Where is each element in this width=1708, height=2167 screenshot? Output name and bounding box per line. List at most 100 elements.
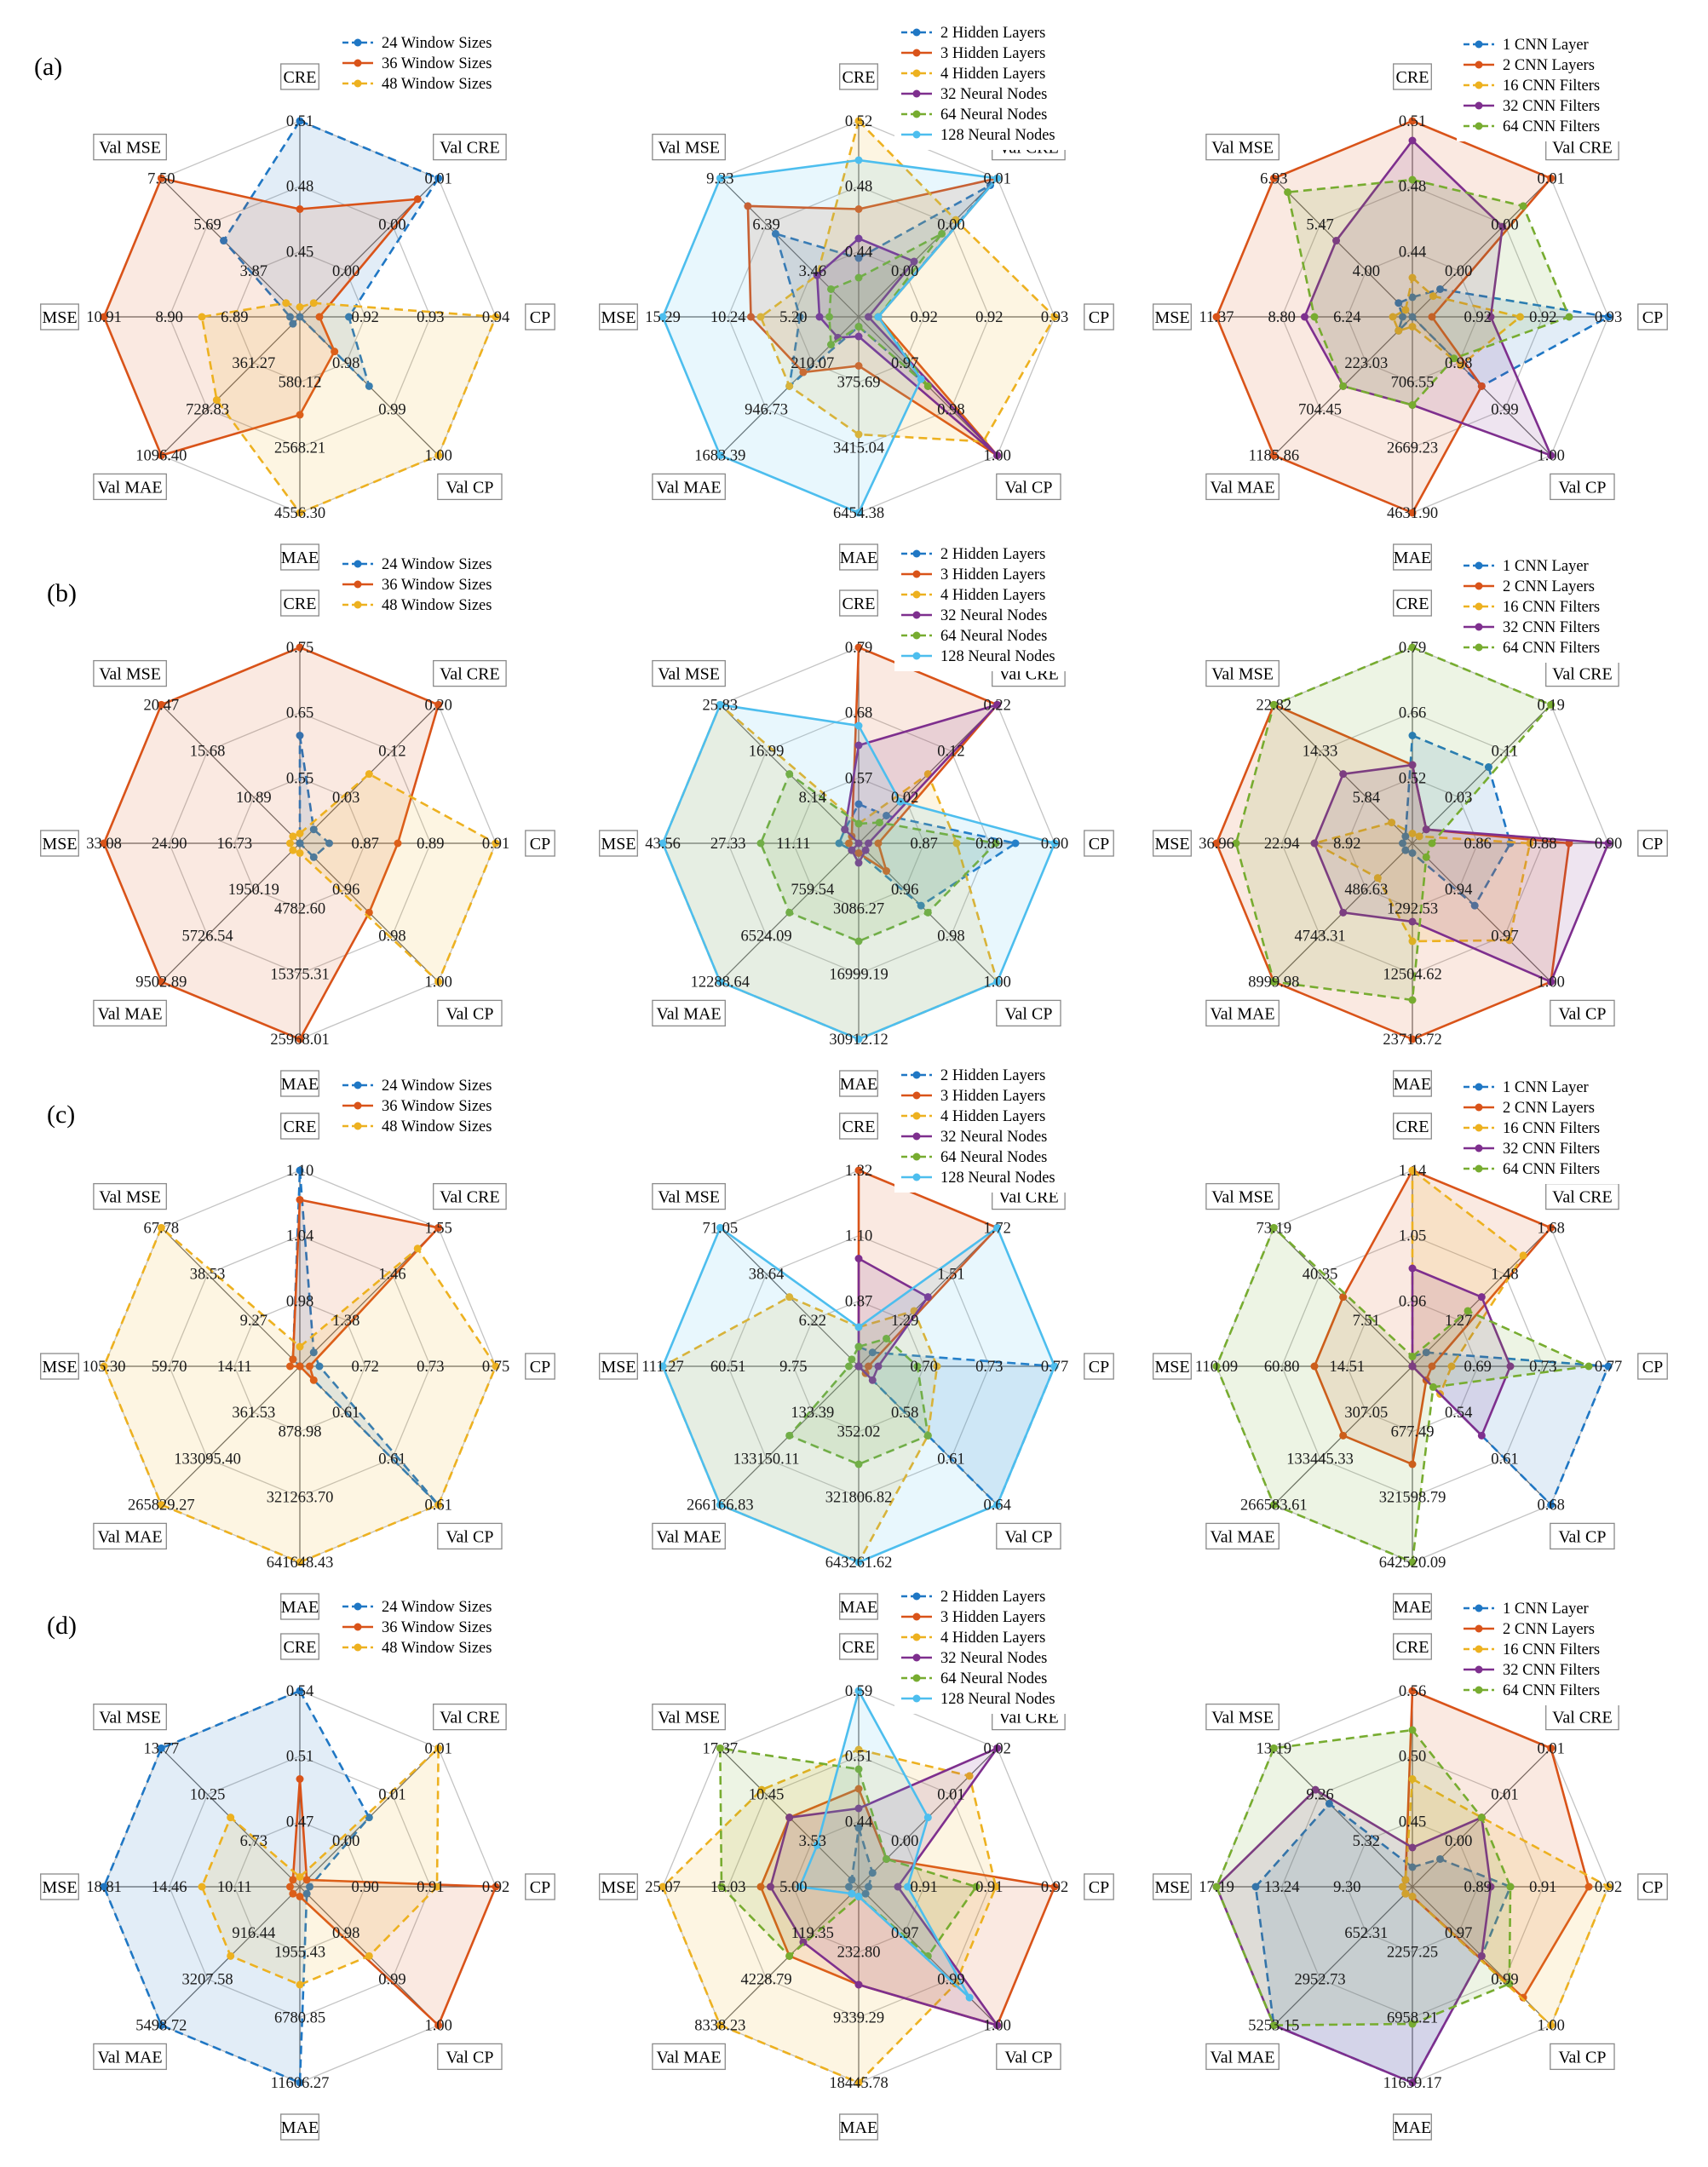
tick-label: 0.79 — [845, 640, 872, 657]
axis-spoke — [1273, 177, 1413, 318]
data-point — [716, 700, 724, 709]
data-point — [1339, 382, 1348, 390]
data-point — [1408, 830, 1417, 837]
data-point — [993, 1223, 1002, 1232]
tick-label: 0.01 — [937, 1787, 964, 1804]
axis-label-box — [652, 2043, 726, 2071]
data-point — [716, 2021, 724, 2030]
tick-label: 307.05 — [1344, 1405, 1388, 1422]
legend: 2 Hidden Layers 3 Hidden Layers 4 Hidden L… — [894, 540, 1080, 671]
data-point — [365, 382, 373, 390]
legend-entry: 16 CNN Filters — [1503, 599, 1600, 616]
axis-label: MSE — [1154, 308, 1189, 327]
data-point — [296, 1558, 304, 1566]
axis-spoke — [160, 1365, 301, 1506]
tick-label: 0.58 — [891, 1405, 918, 1422]
data-point — [1429, 292, 1437, 301]
data-point — [1436, 1854, 1445, 1863]
data-point — [716, 978, 724, 986]
tick-label: 0.52 — [845, 113, 872, 130]
axis-label: Val CRE — [1552, 139, 1613, 158]
tick-label: 0.51 — [1399, 113, 1426, 130]
series-area — [759, 772, 998, 943]
legend-entry: 64 CNN Filters — [1503, 640, 1600, 657]
data-point — [1584, 1882, 1593, 1891]
data-point — [913, 1362, 922, 1371]
series-area — [200, 1745, 440, 1986]
data-point — [331, 348, 339, 356]
data-point — [993, 1744, 1002, 1752]
axis-label: Val CP — [446, 2048, 493, 2066]
data-point — [1604, 1362, 1613, 1371]
tick-label: 40.35 — [1303, 1267, 1338, 1284]
axis-label: MSE — [601, 308, 635, 327]
tick-label: 0.01 — [1491, 1787, 1518, 1804]
tick-label: 486.63 — [1344, 882, 1388, 899]
data-point — [1526, 839, 1534, 848]
axis-label: CP — [530, 1358, 550, 1377]
tick-label: 3086.27 — [833, 901, 884, 918]
data-point — [854, 1745, 863, 1754]
tick-label: 1.68 — [1537, 1220, 1564, 1237]
data-point — [434, 1744, 443, 1752]
tick-label: 5.47 — [1306, 217, 1333, 234]
data-point — [309, 1348, 318, 1357]
axis-label-box — [1393, 1593, 1432, 1620]
legend-entry: 2 CNN Layers — [1503, 1621, 1595, 1638]
axis-label-box — [839, 63, 878, 90]
legend-entry: 1 CNN Layer — [1503, 1601, 1589, 1618]
data-point — [434, 174, 443, 182]
axis-label: CRE — [1396, 68, 1429, 87]
tick-label: 3.87 — [240, 263, 267, 280]
data-point — [296, 1687, 304, 1695]
tick-label: 3207.58 — [182, 1971, 233, 1988]
tick-label: 1.55 — [424, 1220, 451, 1237]
series-area — [298, 735, 331, 859]
tick-label: 6524.09 — [741, 928, 792, 945]
legend-box — [894, 1583, 1080, 1714]
data-point — [1408, 273, 1417, 282]
data-point — [1251, 1882, 1260, 1891]
legend-marker — [354, 1122, 362, 1130]
tick-label: 0.68 — [1537, 1497, 1564, 1515]
tick-label: 27.33 — [710, 836, 746, 853]
tick-label: 0.01 — [983, 170, 1010, 187]
axis-label: Val MAE — [1211, 2048, 1275, 2066]
data-point — [923, 1813, 932, 1822]
tick-label: 0.45 — [1399, 1813, 1426, 1831]
axis-label-box — [1084, 1873, 1114, 1900]
data-point — [785, 1813, 794, 1822]
radar-chart-4: 0.55 0.65 0.75 0.03 0.12 0.20 0.87 0.89 0.91 0.96… — [40, 550, 555, 1097]
tick-label: 5498.72 — [135, 2018, 187, 2035]
data-point — [1604, 839, 1613, 848]
data-point — [286, 1882, 294, 1891]
tick-label: 0.51 — [286, 1749, 313, 1766]
legend-marker — [1475, 561, 1483, 570]
axis-label: MAE — [1394, 1598, 1431, 1617]
tick-label: 1292.53 — [1387, 901, 1438, 918]
axis-label-box — [1393, 1633, 1432, 1660]
tick-label: 0.79 — [1399, 640, 1426, 657]
data-point — [296, 2078, 304, 2087]
data-point — [917, 901, 925, 910]
data-point — [1408, 1893, 1417, 1900]
legend-marker — [354, 580, 362, 589]
data-point — [289, 1355, 297, 1364]
legend-entry: 32 Neural Nodes — [940, 1129, 1047, 1146]
axis-label: Val MSE — [1211, 139, 1274, 158]
tick-label: 6.73 — [240, 1833, 267, 1850]
tick-label: 8999.98 — [1248, 974, 1299, 992]
legend-marker — [912, 1152, 921, 1161]
tick-label: 8.90 — [155, 309, 182, 326]
data-point — [1269, 2021, 1278, 2030]
data-point — [315, 313, 324, 321]
tick-label: 10.25 — [190, 1787, 226, 1804]
tick-label: 878.98 — [279, 1424, 322, 1441]
axis-label-box — [1205, 1182, 1280, 1210]
data-point — [854, 1255, 863, 1262]
axis-label-box — [1637, 830, 1668, 857]
data-point — [1604, 313, 1613, 321]
tick-label: 0.92 — [1595, 1879, 1622, 1896]
axis-label: MSE — [601, 1878, 635, 1897]
data-point — [767, 1882, 774, 1891]
